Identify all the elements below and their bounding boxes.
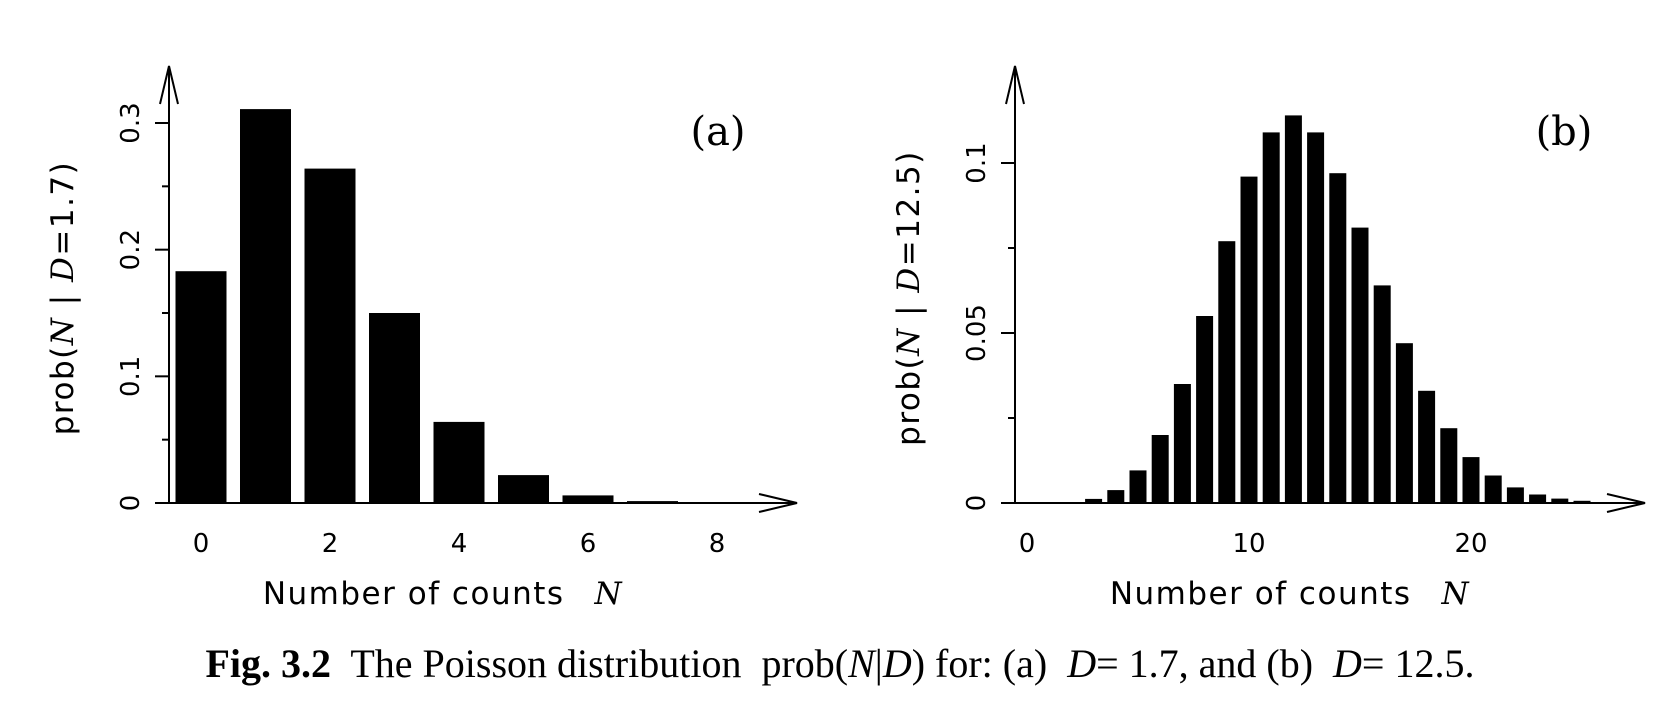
panel-a-y-ticks: 0 0.1 0.2 0.3: [116, 102, 169, 511]
panel-b-bar: [1573, 500, 1591, 503]
panel-b-bar: [1551, 498, 1569, 503]
panel-b-bar: [1173, 384, 1191, 503]
caption-expr-d: D: [882, 641, 912, 686]
panel-b-y-label: prob(N | D=12.5): [891, 150, 927, 446]
panel-b-bar: [1196, 316, 1214, 503]
panel-b-x-tick-label: 0: [1019, 529, 1036, 559]
caption-label: Fig. 3.2: [205, 641, 332, 686]
caption-d1-var: D: [1067, 641, 1097, 686]
panel-b-x-label: Number of counts N: [1110, 576, 1471, 612]
panel-a-bar: [175, 271, 227, 503]
panel-a-y-tick-label: 0.3: [116, 102, 146, 143]
panel-b-x-arrow: [1606, 493, 1646, 513]
panel-a-x-tick-label: 4: [451, 529, 468, 559]
panel-b-bar: [1484, 475, 1502, 503]
panel-b-bar: [1307, 132, 1325, 503]
panel-b-x-tick-label: 10: [1232, 529, 1265, 559]
panel-a-bars: [175, 109, 743, 503]
panel-a-bar: [562, 495, 614, 503]
panel-a-x-tick-label: 2: [322, 529, 339, 559]
panel-b-y-tick-label: 0: [962, 495, 992, 512]
panel-b-bar: [1107, 490, 1125, 503]
panel-b-bar: [1218, 241, 1236, 503]
panel-b-bar: [1506, 487, 1524, 503]
panel-b-y-tick-label: 0.1: [962, 142, 992, 183]
caption-expr-prefix: prob(: [761, 641, 849, 686]
panel-b-bar: [1085, 498, 1103, 503]
panel-b-bar: [1240, 176, 1258, 503]
panel-b-label: (b): [1536, 109, 1593, 155]
panel-b-bar: [1151, 435, 1169, 503]
panel-a-x-tick-label: 6: [580, 529, 597, 559]
panel-a-y-tick-label: 0: [116, 495, 146, 512]
panel-a-y-tick-label: 0.2: [116, 229, 146, 270]
panel-a-x-ticks: 0 2 4 6 8: [193, 529, 726, 559]
panel-b-chart: 0 0.05 0.1 0 10 20 (b) Number of counts N pro…: [891, 65, 1646, 612]
panel-b-bar: [1440, 428, 1458, 503]
panel-b-bar: [1129, 470, 1147, 503]
panel-a-y-arrow: [159, 65, 179, 105]
panel-b-x-tick-label: 20: [1454, 529, 1487, 559]
caption-d1-val: = 1.7, and (b): [1096, 641, 1314, 686]
panel-a-bar: [304, 168, 356, 503]
panel-b-bar: [1418, 390, 1436, 503]
panel-a-x-arrow: [758, 493, 798, 513]
panel-a-y-tick-label: 0.1: [116, 356, 146, 397]
panel-a-x-label: Number of counts N: [263, 576, 624, 612]
panel-b-bar: [1329, 173, 1347, 503]
caption-text-2: for: (a): [935, 641, 1048, 686]
panel-b-bar: [1395, 343, 1413, 503]
caption-expr-bar: |: [874, 641, 883, 686]
panel-a-label: (a): [690, 109, 745, 155]
panel-a-x-tick-label: 0: [193, 529, 210, 559]
panel-a-bar: [433, 421, 485, 503]
caption-d2-var: D: [1333, 641, 1362, 686]
caption-text-1: The Poisson distribution: [350, 641, 742, 686]
panel-b-bar: [1529, 494, 1547, 503]
panel-b-bar: [1262, 132, 1280, 503]
panel-b-y-arrow: [1005, 65, 1025, 105]
panel-a-bar: [498, 475, 549, 503]
figure-caption: Fig. 3.2 The Poisson distribution prob(N…: [0, 640, 1680, 687]
panel-a-x-tick-label: 8: [709, 529, 726, 559]
panel-b-y-ticks: 0 0.05 0.1: [962, 142, 1015, 511]
panel-a-bar: [240, 109, 291, 503]
panel-b-y-tick-label: 0.05: [962, 304, 992, 362]
panel-b-bar: [1284, 115, 1302, 504]
panel-b-bar: [1462, 457, 1480, 503]
panel-b-bars: [1040, 115, 1591, 504]
caption-expr-suffix: ): [911, 641, 926, 686]
panel-a-chart: 0 0.1 0.2 0.3 0 2 4 6 8 (a) Number of counts N p…: [45, 65, 798, 612]
panel-b-bar: [1351, 227, 1369, 503]
panel-b-bar: [1373, 285, 1391, 503]
panel-a-y-label: prob(N | D=1.7): [45, 161, 81, 436]
caption-d2-val: = 12.5.: [1361, 641, 1475, 686]
panel-a-bar: [369, 313, 420, 503]
caption-expr-n: N: [848, 641, 875, 686]
panel-b-x-ticks: 0 10 20: [1019, 529, 1488, 559]
